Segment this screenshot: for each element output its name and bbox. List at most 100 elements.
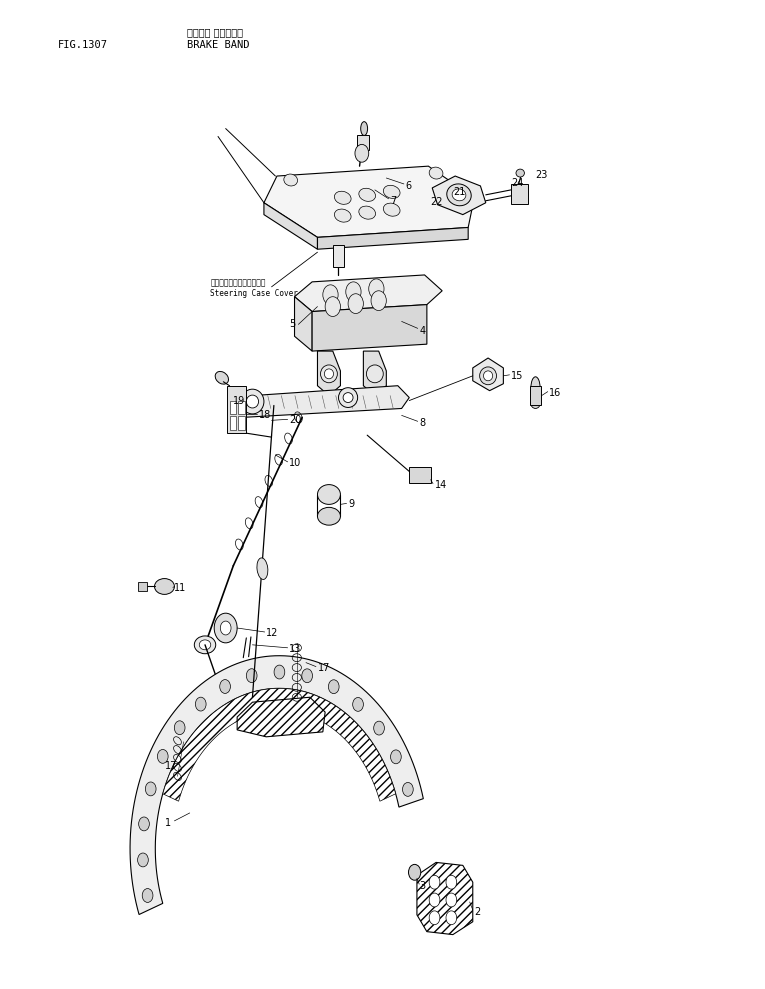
Text: 23: 23 — [536, 170, 548, 180]
Circle shape — [246, 669, 257, 682]
Circle shape — [220, 679, 230, 693]
Circle shape — [446, 875, 457, 889]
Circle shape — [429, 893, 440, 907]
Text: 18: 18 — [259, 410, 271, 420]
Bar — [238, 401, 245, 414]
Ellipse shape — [321, 365, 337, 383]
Ellipse shape — [447, 184, 471, 206]
Text: 16: 16 — [549, 388, 562, 398]
Polygon shape — [243, 386, 409, 417]
Ellipse shape — [334, 191, 351, 205]
Polygon shape — [432, 176, 486, 215]
Bar — [230, 401, 236, 414]
Circle shape — [446, 893, 457, 907]
Text: ステアリングケースカバー: ステアリングケースカバー — [210, 278, 266, 288]
Text: 15: 15 — [511, 371, 523, 381]
Polygon shape — [363, 351, 386, 396]
Circle shape — [402, 782, 413, 796]
Polygon shape — [264, 166, 474, 237]
Ellipse shape — [361, 122, 367, 135]
Bar — [230, 416, 236, 430]
Ellipse shape — [155, 579, 174, 594]
Circle shape — [323, 285, 338, 305]
Ellipse shape — [483, 371, 493, 381]
Text: ブレーキ バンド゙: ブレーキ バンド゙ — [187, 28, 243, 38]
Bar — [138, 582, 147, 591]
Ellipse shape — [531, 377, 540, 399]
Ellipse shape — [257, 558, 268, 580]
Ellipse shape — [516, 169, 525, 177]
Polygon shape — [295, 275, 442, 312]
Text: 12: 12 — [266, 628, 278, 638]
Circle shape — [328, 679, 339, 693]
Ellipse shape — [359, 188, 376, 202]
Ellipse shape — [429, 167, 443, 179]
Ellipse shape — [317, 485, 340, 504]
Circle shape — [348, 294, 363, 314]
Polygon shape — [317, 351, 340, 396]
Circle shape — [145, 782, 156, 796]
Text: 22: 22 — [431, 197, 443, 207]
Text: Steering Case Cover: Steering Case Cover — [210, 289, 298, 299]
Text: 19: 19 — [233, 396, 246, 405]
Polygon shape — [417, 862, 473, 935]
Text: 20: 20 — [289, 415, 301, 425]
Bar — [357, 135, 369, 150]
Polygon shape — [163, 688, 396, 801]
Text: FIG.1307: FIG.1307 — [57, 41, 107, 50]
Polygon shape — [312, 305, 427, 351]
Circle shape — [346, 282, 361, 302]
Ellipse shape — [366, 365, 383, 383]
Circle shape — [214, 613, 237, 643]
Text: 14: 14 — [435, 480, 447, 490]
Text: 7: 7 — [390, 196, 396, 206]
Text: 5: 5 — [289, 319, 295, 329]
Ellipse shape — [199, 640, 211, 650]
Polygon shape — [473, 358, 503, 391]
Polygon shape — [295, 297, 312, 351]
Ellipse shape — [246, 396, 259, 408]
Text: 1: 1 — [164, 818, 171, 828]
Bar — [409, 467, 431, 483]
Bar — [530, 386, 541, 405]
Circle shape — [274, 666, 285, 679]
Text: 2: 2 — [474, 907, 480, 917]
Circle shape — [446, 911, 457, 925]
Ellipse shape — [480, 367, 496, 385]
Polygon shape — [130, 656, 423, 915]
Ellipse shape — [215, 372, 229, 384]
Ellipse shape — [531, 399, 540, 408]
Circle shape — [429, 875, 440, 889]
Text: 3: 3 — [419, 881, 425, 891]
Bar — [227, 386, 246, 433]
Circle shape — [371, 291, 386, 311]
Ellipse shape — [452, 189, 466, 201]
Text: 4: 4 — [419, 326, 425, 336]
Ellipse shape — [383, 203, 400, 217]
Bar — [238, 416, 245, 430]
Ellipse shape — [343, 393, 353, 403]
Circle shape — [409, 864, 421, 880]
Text: 8: 8 — [419, 418, 425, 428]
Circle shape — [429, 911, 440, 925]
Ellipse shape — [338, 388, 357, 407]
Polygon shape — [237, 697, 325, 737]
Ellipse shape — [324, 369, 334, 379]
Circle shape — [158, 750, 168, 764]
Circle shape — [138, 817, 149, 831]
Circle shape — [302, 669, 313, 682]
Polygon shape — [264, 203, 317, 249]
Circle shape — [391, 750, 402, 764]
Circle shape — [195, 697, 206, 711]
Text: 21: 21 — [453, 187, 465, 197]
Text: 24: 24 — [511, 178, 523, 188]
Polygon shape — [317, 227, 468, 249]
Circle shape — [353, 697, 363, 711]
Ellipse shape — [194, 636, 216, 654]
Bar — [511, 184, 528, 204]
Circle shape — [138, 854, 148, 867]
Ellipse shape — [359, 206, 376, 220]
Ellipse shape — [383, 185, 400, 199]
Text: 13: 13 — [289, 644, 301, 654]
Circle shape — [373, 721, 384, 735]
